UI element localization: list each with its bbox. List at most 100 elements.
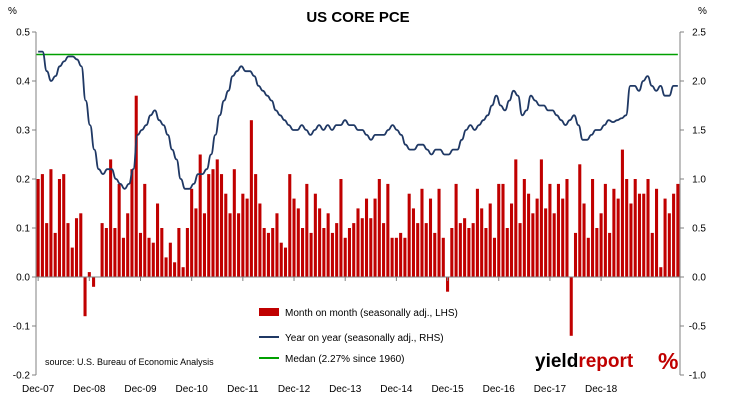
bar-mom	[463, 218, 467, 277]
bar-mom	[262, 228, 266, 277]
bar-mom	[633, 179, 637, 277]
x-tick-label: Dec-17	[534, 384, 567, 395]
bar-mom	[428, 198, 433, 277]
bar-mom	[394, 237, 398, 277]
bar-mom	[552, 213, 556, 277]
bar-mom	[458, 223, 462, 277]
bar-mom	[207, 174, 211, 277]
bar-mom	[92, 277, 96, 287]
bar-mom	[454, 183, 458, 277]
bar-mom	[134, 95, 138, 277]
right-tick-label: 0.0	[692, 273, 706, 284]
brand-word-yield: yield	[535, 351, 578, 372]
bar-mom	[352, 223, 356, 277]
bar-mom	[245, 198, 249, 277]
bar-mom	[283, 247, 288, 277]
left-tick-label: 0.1	[16, 224, 30, 235]
bar-mom	[446, 277, 450, 292]
bar-mom	[62, 174, 66, 277]
bar-mom	[603, 183, 607, 277]
bar-mom	[343, 237, 347, 277]
bar-mom	[420, 188, 424, 277]
bar-mom	[637, 193, 642, 277]
bar-mom	[121, 237, 125, 277]
bar-mom	[305, 183, 309, 277]
x-axis-ticks: Dec-07 Dec-08 Dec-09 Dec-10 Dec-11 Dec-12 Dec-…	[22, 277, 618, 395]
bar-mom	[535, 198, 539, 277]
bar-mom	[275, 213, 279, 277]
bar-mom	[151, 242, 155, 277]
left-tick-label: -0.1	[13, 322, 31, 333]
bar-mom	[113, 228, 117, 277]
bar-mom	[347, 228, 351, 277]
bar-mom	[625, 179, 629, 277]
left-axis-ticks: 0.5 0.4 0.3 0.2 0.1 0.0 -0.1 -0.2	[13, 28, 36, 382]
x-tick-label: Dec-16	[483, 384, 516, 395]
bar-mom	[40, 174, 44, 277]
bar-mom	[279, 242, 283, 277]
left-tick-label: 0.4	[16, 77, 30, 88]
bar-mom	[364, 198, 369, 277]
right-tick-label: 2.0	[692, 77, 706, 88]
bar-mom	[433, 232, 437, 277]
bar-mom	[514, 159, 518, 277]
bar-mom	[173, 262, 177, 277]
bar-mom	[138, 232, 143, 277]
bar-mom	[126, 213, 130, 277]
bar-mom	[160, 228, 164, 277]
bar-mom	[100, 223, 104, 277]
bar-mom	[578, 164, 582, 277]
bar-mom	[198, 154, 202, 277]
bar-mom	[168, 242, 172, 277]
source-note: source: U.S. Bureau of Economic Analysis	[45, 357, 214, 367]
legend-bar-swatch	[259, 308, 279, 316]
right-tick-label: -1.0	[689, 371, 707, 382]
bar-mom	[382, 223, 386, 277]
bar-mom	[296, 208, 300, 277]
bar-mom	[301, 228, 305, 277]
x-tick-label: Dec-12	[278, 384, 311, 395]
bar-mom	[390, 237, 394, 277]
x-tick-label: Dec-14	[380, 384, 413, 395]
bar-mom	[416, 223, 420, 277]
bar-mom	[556, 183, 560, 277]
bar-mom	[480, 208, 484, 277]
right-tick-label: 1.0	[692, 175, 706, 186]
bar-mom	[45, 223, 49, 277]
bar-mom	[87, 272, 91, 277]
bar-mom	[224, 193, 228, 277]
bar-mom	[467, 228, 471, 277]
bar-mom	[266, 232, 270, 277]
bar-mom	[591, 179, 595, 277]
bar-mom	[612, 188, 616, 277]
bar-mom	[471, 223, 475, 277]
bar-mom	[655, 188, 659, 277]
brand-percent-icon: %	[658, 348, 678, 374]
bar-mom	[544, 208, 548, 277]
legend: Month on month (seasonally adj., LHS) Ye…	[259, 308, 458, 365]
bar-mom	[228, 213, 232, 277]
bar-mom	[156, 203, 160, 277]
right-tick-label: 1.5	[692, 126, 706, 137]
bar-mom	[117, 183, 121, 277]
left-tick-label: 0.5	[16, 28, 30, 39]
bar-mom	[254, 174, 258, 277]
bar-mom	[608, 232, 612, 277]
bar-mom	[527, 193, 531, 277]
bar-mom	[561, 198, 565, 277]
bar-mom	[497, 183, 501, 277]
svg-text:yieldreport: yieldreport	[535, 351, 634, 372]
bar-mom	[620, 149, 624, 277]
month-on-month-bars	[36, 95, 680, 336]
bar-mom	[360, 218, 364, 277]
bar-mom	[215, 159, 219, 277]
bar-mom	[53, 232, 57, 277]
right-tick-label: 0.5	[692, 224, 706, 235]
bar-mom	[667, 213, 671, 277]
bar-mom	[211, 169, 215, 277]
bar-mom	[249, 120, 253, 277]
bar-mom	[475, 188, 479, 277]
left-axis-unit: %	[8, 6, 17, 17]
bar-mom	[130, 169, 134, 277]
